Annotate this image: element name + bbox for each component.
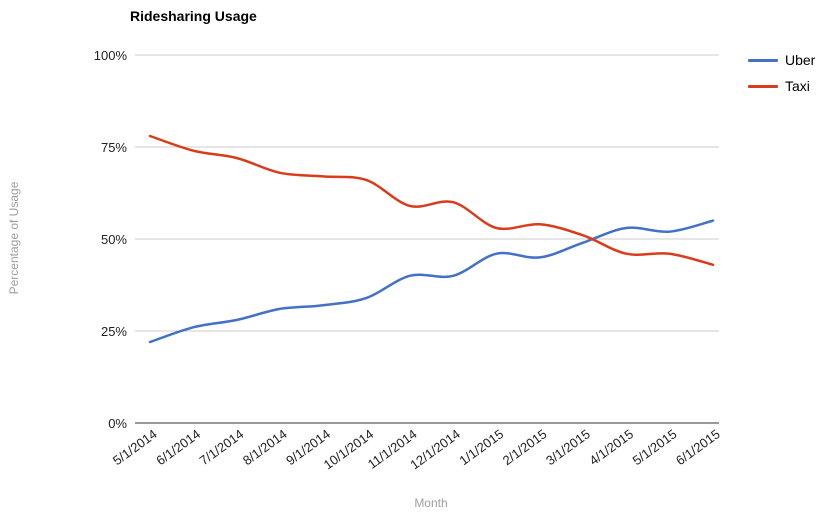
y-tick-label: 0% xyxy=(108,416,127,431)
y-tick-label: 75% xyxy=(101,140,127,155)
legend-item-taxi[interactable]: Taxi xyxy=(748,78,815,94)
legend-item-uber[interactable]: Uber xyxy=(748,52,815,68)
x-axis-title: Month xyxy=(414,496,448,510)
x-tick-label: 5/1/2014 xyxy=(110,426,160,468)
legend-line-swatch-taxi xyxy=(748,84,778,88)
legend: Uber Taxi xyxy=(748,52,815,94)
x-tick-label: 2/1/2015 xyxy=(500,426,550,468)
x-tick-label: 1/1/2015 xyxy=(456,426,506,468)
series-line-taxi xyxy=(148,134,715,267)
x-tick-label: 7/1/2014 xyxy=(197,426,247,468)
legend-label-taxi: Taxi xyxy=(785,78,810,94)
legend-line-swatch-uber xyxy=(748,58,778,62)
x-tick-label: 8/1/2014 xyxy=(240,426,290,468)
y-tick-label: 25% xyxy=(101,324,127,339)
x-tick-label: 4/1/2015 xyxy=(586,426,636,468)
chart-title: Ridesharing Usage xyxy=(130,8,257,24)
series-line-uber xyxy=(148,219,715,344)
y-axis-title: Percentage of Usage xyxy=(7,181,21,295)
x-tick-label: 6/1/2014 xyxy=(153,426,203,468)
x-tick-label: 3/1/2015 xyxy=(543,426,593,468)
y-tick-label: 50% xyxy=(101,232,127,247)
legend-label-uber: Uber xyxy=(785,52,816,68)
y-tick-label: 100% xyxy=(94,48,128,63)
x-tick-label: 5/1/2015 xyxy=(630,426,680,468)
x-tick-label: 6/1/2015 xyxy=(673,426,723,468)
